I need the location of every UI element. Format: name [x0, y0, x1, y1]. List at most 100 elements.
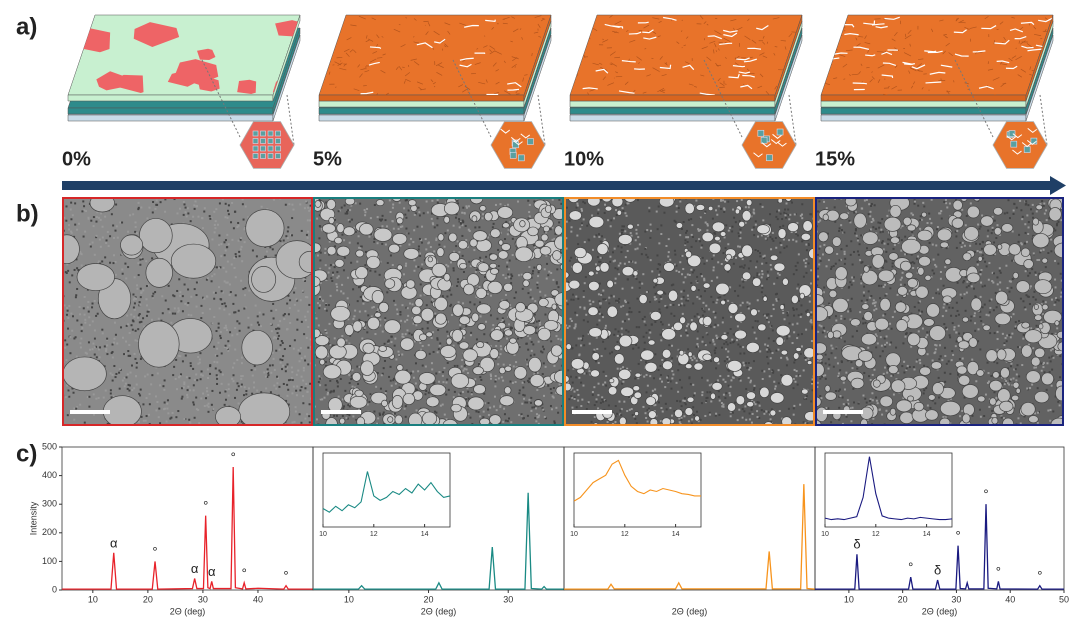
sem-texture — [157, 372, 159, 374]
sem-texture — [240, 237, 242, 239]
sem-texture — [691, 234, 693, 236]
sem-texture — [275, 328, 277, 330]
sem-texture — [651, 323, 653, 325]
sem-texture — [232, 303, 234, 305]
sem-texture — [274, 336, 276, 338]
sem-texture — [757, 236, 759, 238]
sem-texture — [266, 371, 268, 373]
sem-texture — [796, 308, 798, 310]
sem-texture — [647, 385, 649, 387]
sem-particle — [408, 200, 416, 206]
sem-texture — [627, 250, 629, 252]
sem-texture — [140, 288, 142, 290]
sem-texture — [570, 231, 572, 233]
sem-texture — [316, 418, 318, 420]
sem-texture — [487, 402, 489, 404]
sem-texture — [285, 204, 287, 206]
sem-texture — [186, 215, 188, 217]
sem-texture — [230, 291, 232, 293]
sem-texture — [767, 275, 769, 277]
sem-texture — [197, 356, 199, 358]
sem-texture — [415, 362, 417, 364]
sem-texture — [172, 374, 174, 376]
sem-texture — [156, 204, 158, 206]
sem-texture — [95, 315, 97, 317]
sem-texture — [659, 378, 661, 380]
sem-texture — [112, 343, 114, 345]
sem-texture — [507, 273, 509, 275]
sem-texture — [670, 304, 672, 306]
sem-texture — [571, 426, 573, 428]
sem-texture — [98, 217, 100, 219]
sem-texture — [806, 258, 808, 260]
sem-texture — [405, 265, 407, 267]
sem-texture — [333, 415, 335, 417]
sem-texture — [658, 401, 660, 403]
sem-texture — [304, 387, 306, 389]
sem-texture — [454, 391, 456, 393]
sem-texture — [646, 374, 648, 376]
sem-texture — [277, 324, 279, 326]
sem-texture — [434, 313, 436, 315]
sem-texture — [328, 267, 330, 269]
sem-texture — [401, 225, 403, 227]
sem-texture — [81, 210, 83, 212]
sem-texture — [150, 383, 152, 385]
sem-texture — [705, 305, 707, 307]
sem-particle — [415, 299, 423, 307]
sem-particle — [252, 266, 276, 292]
sem-texture — [479, 415, 481, 417]
sem-texture — [84, 422, 86, 424]
crystal — [761, 137, 767, 143]
sem-texture — [341, 234, 343, 236]
sem-texture — [741, 199, 743, 201]
sem-texture — [241, 246, 243, 248]
sem-texture — [709, 414, 711, 416]
sem-texture — [229, 283, 231, 285]
sem-texture — [530, 296, 532, 298]
sem-texture — [343, 405, 345, 407]
sem-particle — [501, 243, 510, 250]
sem-texture — [537, 287, 539, 289]
sem-texture — [463, 271, 465, 273]
sem-texture — [142, 317, 144, 319]
sem-particle — [246, 210, 284, 247]
sem-texture — [536, 389, 538, 391]
sem-texture — [223, 309, 225, 311]
sem-texture — [730, 328, 732, 330]
sem-texture — [70, 231, 72, 233]
sem-texture — [581, 210, 583, 212]
sem-particle — [385, 279, 395, 289]
sem-texture — [334, 337, 336, 339]
sem-texture — [569, 260, 571, 262]
sem-texture — [570, 376, 572, 378]
sem-texture — [283, 239, 285, 241]
sem-texture — [645, 417, 647, 419]
sem-texture — [288, 313, 290, 315]
sem-particle — [453, 304, 464, 316]
sem-texture — [731, 339, 733, 341]
sem-texture — [143, 420, 145, 422]
sem-particle — [54, 235, 79, 264]
sem-texture — [738, 232, 740, 234]
sem-texture — [431, 200, 433, 202]
sem-texture — [788, 408, 790, 410]
sem-texture — [109, 235, 111, 237]
sem-texture — [660, 224, 662, 226]
sem-texture — [76, 288, 78, 290]
sem-particle — [459, 342, 469, 349]
sem-texture — [462, 220, 464, 222]
sem-texture — [353, 315, 355, 317]
sem-texture — [786, 312, 788, 314]
sem-texture — [67, 414, 69, 416]
sem-particle — [389, 244, 400, 253]
sem-texture — [405, 416, 407, 418]
sem-texture — [324, 252, 326, 254]
sem-texture — [234, 327, 236, 329]
sem-texture — [530, 355, 532, 357]
sem-texture — [681, 255, 683, 257]
sem-texture — [226, 347, 228, 349]
sem-texture — [351, 369, 353, 371]
sem-texture — [512, 254, 514, 256]
sem-texture — [521, 403, 523, 405]
